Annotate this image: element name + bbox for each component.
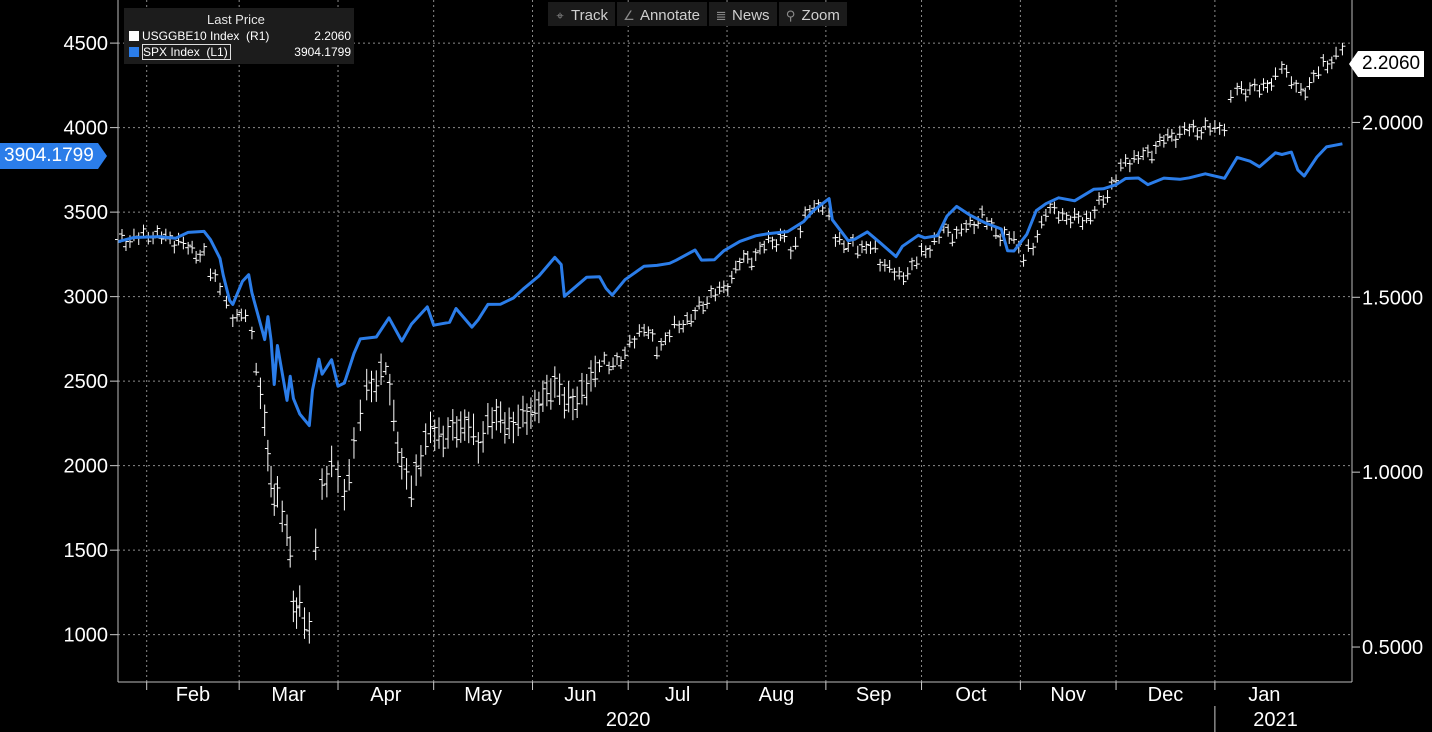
x-axis-month-label: Dec: [1148, 684, 1184, 706]
x-axis-month-label: Feb: [176, 684, 210, 706]
legend-item-value: 2.2060: [314, 29, 351, 43]
right-axis: 0.5000 1.0000 1.5000 2.0000: [1351, 0, 1423, 682]
x-axis-month-label: Aug: [759, 684, 795, 706]
left-axis-label: 4000: [64, 118, 109, 140]
breakeven-series: [115, 42, 1346, 644]
right-axis-label: 0.5000: [1362, 637, 1423, 659]
chart-legend[interactable]: Last Price USGGBE10 Index (R1) 2.2060 SP…: [124, 8, 354, 64]
magnifier-icon: ⚲: [785, 7, 796, 23]
right-axis-label: 1.0000: [1362, 462, 1423, 484]
legend-item-spx[interactable]: SPX Index (L1) 3904.1799: [129, 44, 351, 60]
chart-toolbar: ⌖ Track ∠ Annotate ≣ News ⚲ Zoom: [548, 2, 847, 26]
x-axis-month-label: Oct: [955, 684, 987, 706]
annotate-label: Annotate: [639, 7, 701, 24]
breakeven-last-price-tag: 2.2060: [1348, 51, 1425, 77]
left-axis-label: 2000: [64, 456, 109, 478]
x-axis-month-label: Nov: [1050, 684, 1086, 706]
legend-item-name: USGGBE10 Index (R1): [142, 29, 270, 43]
legend-item-value: 3904.1799: [294, 45, 351, 59]
left-axis-label: 2500: [64, 371, 109, 393]
legend-header: Last Price: [207, 12, 265, 27]
annotate-button[interactable]: ∠ Annotate: [616, 2, 708, 26]
track-button[interactable]: ⌖ Track: [548, 2, 615, 26]
pencil-icon: ∠: [623, 7, 635, 23]
x-axis-month-label: Mar: [271, 684, 306, 706]
news-label: News: [732, 7, 770, 24]
left-axis-label: 1500: [64, 540, 109, 562]
legend-item-breakeven[interactable]: USGGBE10 Index (R1) 2.2060: [129, 29, 351, 43]
x-axis-year-label: 2020: [606, 709, 651, 731]
legend-item-name: SPX Index (L1): [142, 44, 231, 60]
grid-layer: [118, 0, 1352, 682]
x-axis-month-label: Jul: [665, 684, 691, 706]
legend-swatch-blue: [129, 47, 139, 57]
x-axis-month-label: Sep: [856, 684, 892, 706]
left-axis-label: 1000: [64, 625, 109, 647]
legend-swatch-white: [129, 31, 139, 41]
x-axis: Feb Mar Apr May Jun Jul Aug Sep Oct Nov Dec Jan 2020…: [118, 681, 1352, 732]
left-axis-label: 3500: [64, 202, 109, 224]
left-axis-label: 4500: [64, 33, 109, 55]
left-axis: 1000 1500 2000 2500 3000 3500 4000 4500: [64, 0, 119, 682]
x-axis-month-label: Apr: [370, 684, 401, 706]
zoom-button[interactable]: ⚲ Zoom: [778, 2, 847, 26]
news-icon: ≣: [715, 7, 727, 23]
x-axis-month-label: May: [464, 684, 502, 706]
news-button[interactable]: ≣ News: [709, 2, 777, 26]
right-axis-label: 2.0000: [1362, 112, 1423, 134]
left-axis-label: 3000: [64, 287, 109, 309]
x-axis-month-label: Jun: [564, 684, 596, 706]
x-axis-month-label: Jan: [1248, 684, 1280, 706]
spx-last-price-tag: 3904.1799: [0, 143, 107, 169]
x-axis-year-label: 2021: [1253, 709, 1298, 731]
right-axis-label: 1.5000: [1362, 287, 1423, 309]
track-label: Track: [571, 7, 608, 24]
spx-series-line: [117, 142, 1343, 428]
crosshair-icon: ⌖: [556, 7, 564, 23]
zoom-label: Zoom: [801, 7, 840, 24]
